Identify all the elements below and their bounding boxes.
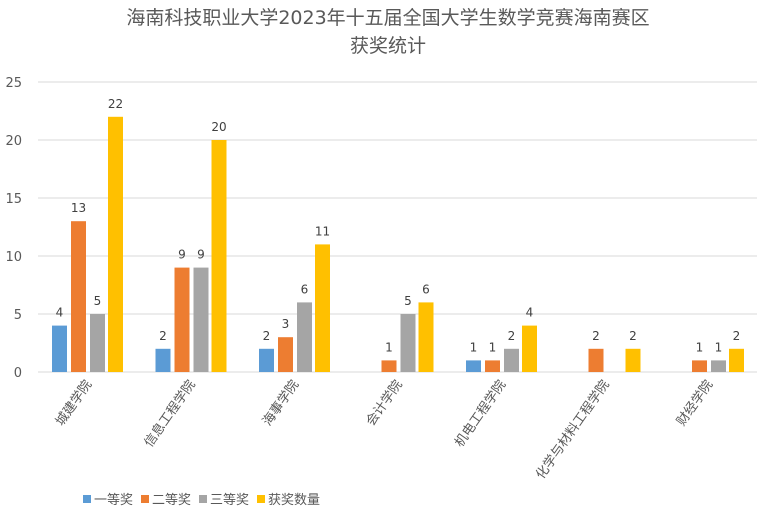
data-label: 2 bbox=[592, 329, 600, 343]
data-label: 5 bbox=[94, 294, 102, 308]
bar bbox=[259, 348, 274, 372]
bar bbox=[400, 314, 416, 372]
bar bbox=[485, 360, 500, 372]
bar bbox=[504, 348, 519, 372]
bar bbox=[588, 348, 604, 372]
bar bbox=[315, 244, 330, 372]
data-label: 9 bbox=[197, 248, 205, 262]
y-tick-label: 15 bbox=[5, 192, 22, 207]
bar bbox=[108, 116, 123, 372]
x-category-label: 化学与材料工程学院 bbox=[533, 377, 613, 482]
y-tick-label: 20 bbox=[5, 134, 22, 149]
data-label: 1 bbox=[715, 340, 723, 354]
data-label: 1 bbox=[470, 340, 478, 354]
legend-swatch bbox=[141, 495, 149, 503]
data-label: 9 bbox=[178, 248, 186, 262]
x-category-label: 海事学院 bbox=[259, 377, 302, 429]
bar bbox=[711, 360, 726, 372]
legend-swatch bbox=[83, 495, 91, 503]
data-label: 6 bbox=[301, 282, 309, 296]
data-label: 11 bbox=[315, 224, 330, 238]
data-label: 2 bbox=[733, 329, 741, 343]
y-tick-label: 0 bbox=[14, 366, 22, 381]
bar bbox=[193, 267, 209, 372]
data-label: 5 bbox=[404, 294, 412, 308]
bar bbox=[729, 348, 744, 372]
bar bbox=[155, 348, 171, 372]
bar bbox=[466, 360, 481, 372]
data-label: 1 bbox=[385, 340, 393, 354]
data-label: 4 bbox=[526, 306, 534, 320]
chart-title-line-1: 海南科技职业大学2023年十五届全国大学生数学竞赛海南赛区 bbox=[126, 7, 649, 29]
legend-label: 一等奖 bbox=[94, 492, 133, 508]
y-tick-label: 10 bbox=[5, 250, 22, 265]
x-category-label: 财经学院 bbox=[673, 377, 716, 429]
x-category-label: 城建学院 bbox=[52, 377, 95, 429]
bar bbox=[90, 314, 105, 372]
data-label: 1 bbox=[489, 340, 497, 354]
x-category-label: 会计学院 bbox=[363, 377, 406, 429]
data-label: 13 bbox=[71, 201, 86, 215]
data-label: 2 bbox=[263, 329, 271, 343]
bar bbox=[297, 302, 312, 372]
data-label: 3 bbox=[282, 317, 290, 331]
chart-title-line-2: 获奖统计 bbox=[350, 35, 426, 57]
legend-swatch bbox=[257, 495, 265, 503]
data-label: 2 bbox=[629, 329, 637, 343]
bar bbox=[71, 221, 86, 372]
bar bbox=[522, 325, 537, 372]
legend-label: 二等奖 bbox=[152, 492, 191, 508]
bar bbox=[381, 360, 397, 372]
y-tick-label: 5 bbox=[14, 308, 22, 323]
bar bbox=[625, 348, 641, 372]
data-label: 20 bbox=[211, 120, 226, 134]
data-label: 4 bbox=[56, 306, 64, 320]
data-label: 6 bbox=[422, 282, 430, 296]
bar bbox=[211, 140, 227, 372]
legend-label: 获奖数量 bbox=[268, 493, 320, 508]
bar bbox=[174, 267, 190, 372]
bar bbox=[278, 337, 293, 372]
data-label: 2 bbox=[159, 329, 167, 343]
y-tick-label: 25 bbox=[5, 76, 22, 91]
data-label: 22 bbox=[108, 97, 123, 111]
x-category-label: 机电工程学院 bbox=[451, 377, 509, 450]
x-category-label: 信息工程学院 bbox=[141, 377, 199, 450]
bar bbox=[52, 325, 67, 372]
bar bbox=[692, 360, 707, 372]
legend-swatch bbox=[199, 495, 207, 503]
data-label: 2 bbox=[508, 329, 516, 343]
data-label: 1 bbox=[696, 340, 704, 354]
legend-label: 三等奖 bbox=[210, 492, 249, 508]
bar bbox=[418, 302, 434, 372]
